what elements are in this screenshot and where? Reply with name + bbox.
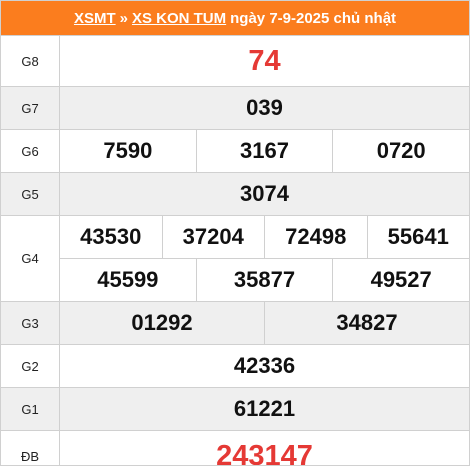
prize-row: G5 3074 [1, 172, 469, 215]
number: 3074 [240, 181, 289, 206]
prize-label: G6 [1, 130, 60, 172]
prize-label: G8 [1, 36, 60, 86]
number-line: 243147 [60, 431, 469, 466]
prize-label: G2 [1, 345, 60, 387]
prize-numbers: 7590 3167 0720 [60, 130, 469, 172]
number-line: 45599 35877 49527 [60, 258, 469, 301]
number: 34827 [264, 302, 469, 344]
prize-label: G1 [1, 388, 60, 430]
number: 43530 [80, 224, 142, 249]
number-line: 01292 34827 [60, 302, 469, 344]
number: 37204 [161, 216, 265, 258]
prize-numbers: 3074 [60, 173, 469, 215]
prize-numbers: 74 [60, 36, 469, 86]
number-line: 3074 [60, 173, 469, 215]
number: 72498 [264, 216, 367, 258]
prize-row: G2 42336 [1, 344, 469, 387]
prize-row: G8 74 [1, 35, 469, 86]
number: 0720 [332, 130, 469, 172]
number-line: 039 [60, 87, 469, 129]
prize-row: G1 61221 [1, 387, 469, 430]
number-line: 43530 37204 72498 55641 [60, 216, 469, 258]
number: 74 [248, 44, 281, 77]
number: 3167 [195, 130, 333, 172]
prize-row: ĐB 243147 [1, 430, 469, 466]
prize-numbers: 42336 [60, 345, 469, 387]
link[interactable]: XS KON TUM [131, 9, 227, 27]
number: 49527 [332, 259, 469, 301]
link[interactable]: XSMT [73, 9, 116, 27]
header: XSMT » XS KON TUM ngày 7-9-2025 chủ nhật [1, 1, 469, 35]
number-line: 74 [60, 36, 469, 86]
rows: G8 74 G7 039 G6 7590 3167 0720 G5 3074 G4 43530 3720… [1, 35, 469, 466]
prize-row: G3 01292 34827 [1, 301, 469, 344]
number: 45599 [97, 267, 159, 292]
prize-label: G3 [1, 302, 60, 344]
prize-row: G6 7590 3167 0720 [1, 129, 469, 172]
number-line: 42336 [60, 345, 469, 387]
number: 61221 [233, 396, 296, 421]
number: 55641 [366, 216, 470, 258]
prize-row: G7 039 [1, 86, 469, 129]
number: 243147 [216, 439, 313, 466]
prize-label: G4 [1, 216, 60, 301]
number: 42336 [233, 353, 296, 378]
prize-label: G5 [1, 173, 60, 215]
prize-label: ĐB [1, 431, 60, 465]
separator: » [119, 9, 128, 27]
prize-numbers: 243147 [60, 431, 469, 466]
number: 039 [246, 95, 283, 120]
prize-row: G4 43530 37204 72498 55641 45599 35877 49527 [1, 215, 469, 301]
number: 35877 [195, 259, 333, 301]
prize-numbers: 01292 34827 [60, 302, 469, 344]
prize-numbers: 43530 37204 72498 55641 45599 35877 49527 [60, 216, 469, 301]
number-line: 7590 3167 0720 [60, 130, 469, 172]
prize-numbers: 039 [60, 87, 469, 129]
number-line: 61221 [60, 388, 469, 430]
date: ngày 7-9-2025 chủ nhật [230, 9, 397, 27]
prize-label: G7 [1, 87, 60, 129]
prize-numbers: 61221 [60, 388, 469, 430]
number: 01292 [131, 310, 193, 335]
number: 7590 [103, 138, 153, 163]
